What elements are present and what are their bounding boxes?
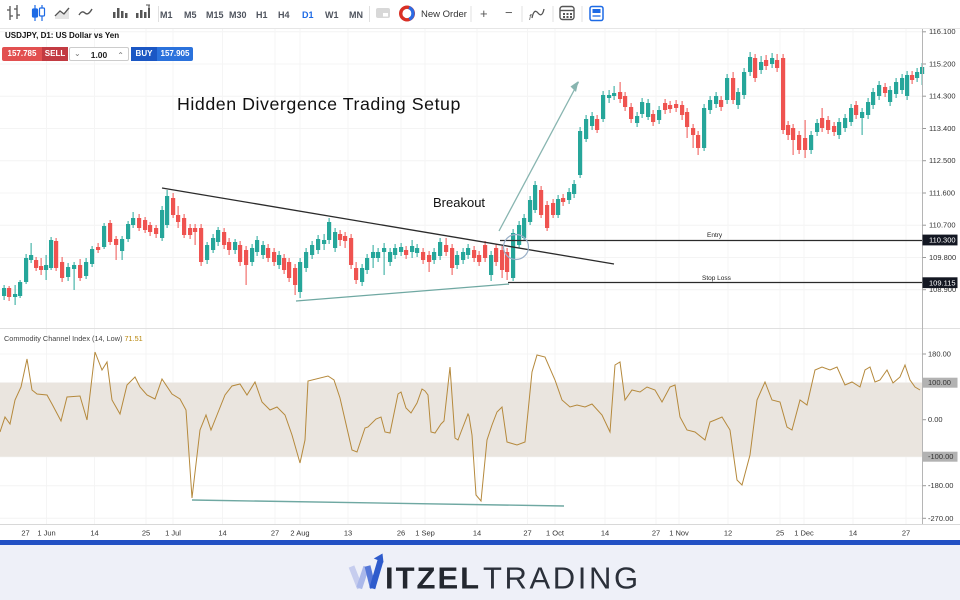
svg-text:1 Jul: 1 Jul — [165, 529, 181, 538]
svg-text:1 Oct: 1 Oct — [546, 529, 565, 538]
svg-text:27: 27 — [902, 529, 910, 538]
svg-text:Commodity Channel Index (14, L: Commodity Channel Index (14, Low) 71.51 — [4, 334, 143, 343]
svg-text:110.300: 110.300 — [929, 236, 956, 245]
svg-text:109.115: 109.115 — [929, 278, 956, 287]
svg-text:-270.00: -270.00 — [928, 514, 953, 523]
svg-text:14: 14 — [218, 529, 226, 538]
svg-text:25: 25 — [776, 529, 784, 538]
svg-text:Hidden Divergence Trading Setu: Hidden Divergence Trading Setup — [177, 94, 461, 114]
svg-text:-100.00: -100.00 — [928, 452, 953, 461]
svg-text:f: f — [529, 13, 532, 22]
svg-text:Breakout: Breakout — [433, 195, 485, 210]
svg-text:112.500: 112.500 — [929, 156, 956, 165]
svg-text:27: 27 — [271, 529, 279, 538]
svg-text:108.900: 108.900 — [929, 285, 956, 294]
svg-text:Stop Loss: Stop Loss — [702, 275, 732, 282]
svg-text:116.100: 116.100 — [929, 27, 956, 36]
svg-text:14: 14 — [601, 529, 609, 538]
svg-text:14: 14 — [473, 529, 481, 538]
svg-text:TRADING: TRADING — [483, 561, 641, 594]
svg-text:-180.00: -180.00 — [928, 481, 953, 490]
svg-text:111.600: 111.600 — [929, 189, 955, 198]
svg-text:0.00: 0.00 — [928, 415, 943, 424]
svg-text:180.00: 180.00 — [928, 350, 951, 359]
svg-text:110.700: 110.700 — [929, 221, 956, 230]
svg-text:27: 27 — [21, 529, 29, 538]
svg-text:114.300: 114.300 — [929, 92, 956, 101]
svg-text:115.200: 115.200 — [929, 60, 956, 69]
svg-text:109.800: 109.800 — [929, 253, 956, 262]
svg-text:New Order: New Order — [421, 9, 467, 20]
svg-text:27: 27 — [652, 529, 660, 538]
svg-text:12: 12 — [724, 529, 732, 538]
svg-text:13: 13 — [344, 529, 352, 538]
svg-text:100.00: 100.00 — [928, 378, 951, 387]
svg-text:14: 14 — [90, 529, 98, 538]
svg-text:2 Aug: 2 Aug — [290, 529, 309, 538]
svg-text:Entry: Entry — [707, 232, 723, 239]
svg-text:14: 14 — [849, 529, 857, 538]
svg-text:26: 26 — [397, 529, 405, 538]
svg-text:1 Jun: 1 Jun — [37, 529, 55, 538]
svg-text:−: − — [505, 5, 513, 20]
svg-text:25: 25 — [142, 529, 150, 538]
svg-text:27: 27 — [523, 529, 531, 538]
svg-text:+: + — [480, 6, 488, 21]
svg-text:113.400: 113.400 — [929, 124, 956, 133]
svg-text:1 Nov: 1 Nov — [669, 529, 689, 538]
svg-text:1 Sep: 1 Sep — [415, 529, 435, 538]
svg-text:ITZEL: ITZEL — [385, 561, 481, 594]
svg-text:1 Dec: 1 Dec — [794, 529, 814, 538]
